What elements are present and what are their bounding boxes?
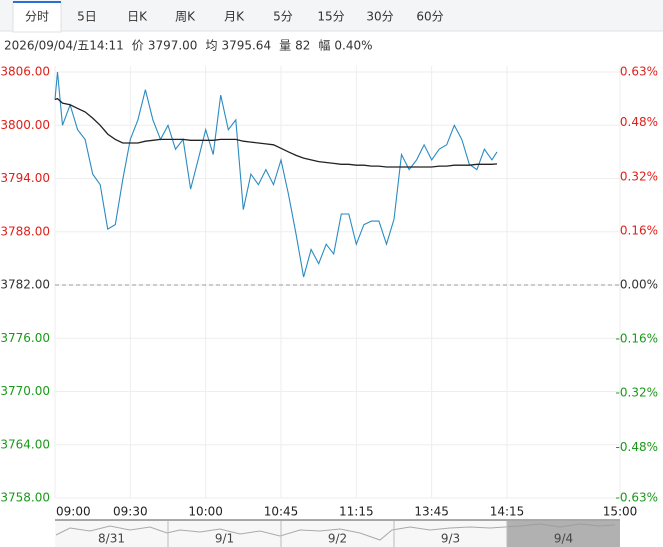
navigator-label[interactable]: 9/2 [328, 532, 347, 546]
info-value: 0.40% [334, 39, 372, 53]
series-line [54, 97, 498, 168]
grid [54, 66, 621, 499]
tab[interactable]: 日K [127, 10, 148, 24]
info-value: 82 [295, 39, 310, 53]
info-value: 3795.64 [221, 39, 271, 53]
tab[interactable]: 周K [175, 10, 196, 24]
tab[interactable]: 月K [224, 10, 245, 24]
x-tick-label: 13:45 [414, 505, 449, 519]
x-tick-label: 10:00 [188, 505, 223, 519]
navigator: 8/31 9/1 9/2 9/3 9/4 [55, 519, 620, 547]
y2-tick-label: -0.32% [616, 386, 658, 400]
y2-tick-label: 0.16% [620, 223, 658, 237]
y-tick-label: 3776.00 [0, 331, 50, 345]
navigator-selection [507, 521, 620, 547]
info-label: 价 [132, 39, 144, 53]
x-tick-label: 11:15 [339, 505, 374, 519]
info-label: 量 [279, 39, 291, 53]
tab[interactable]: 30分 [366, 10, 393, 24]
y-tick-label: 3770.00 [0, 384, 50, 398]
tab[interactable]: 15分 [317, 10, 344, 24]
y2-tick-label: -0.63% [616, 491, 658, 505]
tabs: 分时 5日 日K 周K 月K 5分 15分 30分 60分 [12, 1, 444, 33]
x-tick-label: 09:00 [56, 505, 91, 519]
info-line: 2026/09/04/五14:11 价 3797.00 均 3795.64 量 82 幅 0.4… [4, 38, 373, 53]
x-tick-label: 10:45 [264, 505, 299, 519]
y-tick-label: 3800.00 [0, 118, 50, 132]
y2-tick-label: 0.63% [620, 65, 658, 79]
y2-tick-label: -0.16% [616, 332, 658, 346]
x-tick-label: 15:00 [603, 505, 638, 519]
info-value: 3797.00 [148, 39, 198, 53]
y2-tick-label: 0.32% [620, 169, 658, 183]
info-label: 幅 [318, 38, 330, 53]
tab[interactable]: 分时 [25, 10, 49, 24]
navigator-label[interactable]: 8/31 [98, 532, 125, 546]
tab-bar [0, 0, 663, 31]
x-tick-label: 09:30 [113, 505, 148, 519]
navigator-label[interactable]: 9/1 [215, 532, 234, 546]
tab[interactable]: 60分 [416, 10, 443, 24]
tab[interactable]: 5分 [273, 10, 293, 24]
tab-active-bg [12, 1, 62, 33]
y2-tick-label: 0.00% [620, 278, 658, 292]
series-line [54, 71, 498, 278]
navigator-label[interactable]: 9/4 [554, 532, 573, 546]
y2-tick-label: -0.48% [616, 440, 658, 454]
y-tick-label: 3788.00 [0, 224, 50, 238]
info-datetime: 2026/09/04/五14:11 [4, 39, 124, 53]
y-tick-label: 3758.00 [0, 491, 50, 505]
y-tick-label: 3764.00 [0, 437, 50, 451]
y2-tick-label: 0.48% [620, 115, 658, 129]
tab[interactable]: 5日 [77, 10, 97, 24]
info-label: 均 [205, 39, 217, 53]
y-tick-label: 3806.00 [0, 65, 50, 79]
y-tick-label: 3782.00 [0, 278, 50, 292]
navigator-label[interactable]: 9/3 [441, 532, 460, 546]
y-tick-label: 3794.00 [0, 171, 50, 185]
x-tick-label: 14:15 [490, 505, 525, 519]
